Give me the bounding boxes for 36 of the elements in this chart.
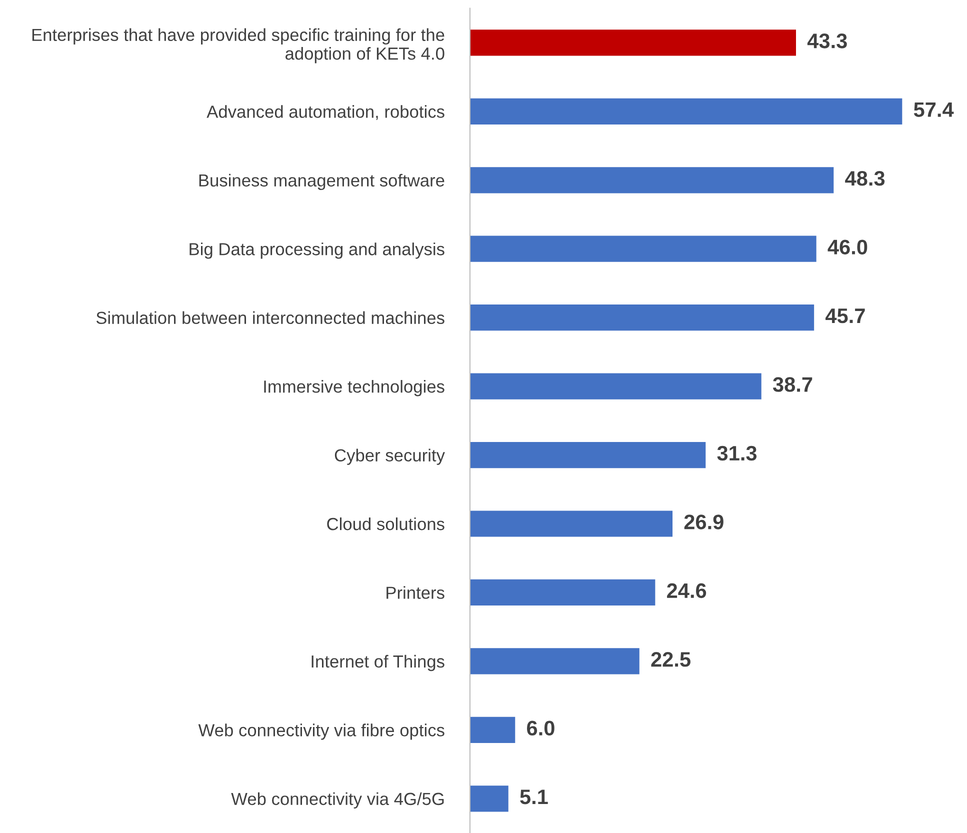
data-label: 43.3 [807, 34, 847, 48]
data-label: 48.3 [845, 170, 885, 186]
bar [470, 236, 816, 262]
data-label: 5.1 [520, 790, 548, 804]
data-label: 26.9 [684, 514, 724, 530]
y-tick-label: Advanced automation, robotics [206, 105, 444, 120]
y-tick-label: Business management software [199, 174, 444, 190]
bar [470, 373, 762, 400]
y-tick-label: Immersive technologies [264, 380, 444, 396]
bar [470, 167, 834, 194]
y-tick-label: Cloud solutions [327, 517, 444, 530]
data-label: 45.7 [826, 308, 865, 324]
y-tick-label: Web connectivity via fibre optics [198, 724, 444, 740]
data-label: 24.6 [667, 583, 706, 598]
y-tick-label: Big Data processing and analysis [190, 242, 444, 259]
data-label: 57.4 [914, 102, 954, 118]
bar [470, 786, 508, 812]
y-tick-label: Cyber security [334, 448, 445, 465]
bar [470, 442, 706, 468]
bar [470, 304, 814, 331]
y-tick-label: Printers [386, 586, 444, 599]
data-label: 31.3 [717, 446, 757, 461]
data-label: 46.0 [828, 240, 868, 254]
bar [470, 648, 640, 674]
data-label: 22.5 [651, 652, 690, 667]
bar [470, 716, 516, 743]
y-tick-label: Internet of Things [312, 654, 444, 672]
data-label: 38.7 [772, 377, 812, 392]
bar [470, 98, 902, 124]
y-tick-label: Web connectivity via 4G/5G [231, 792, 444, 809]
data-label: 6.0 [527, 720, 554, 736]
bar [470, 30, 796, 56]
bar [470, 510, 673, 537]
y-tick-label: Enterprises that have provided specific training for the adoption of KETs 4.0 [32, 28, 444, 64]
y-tick-label: Simulation between interconnected machines [96, 311, 444, 324]
bar [470, 579, 656, 606]
